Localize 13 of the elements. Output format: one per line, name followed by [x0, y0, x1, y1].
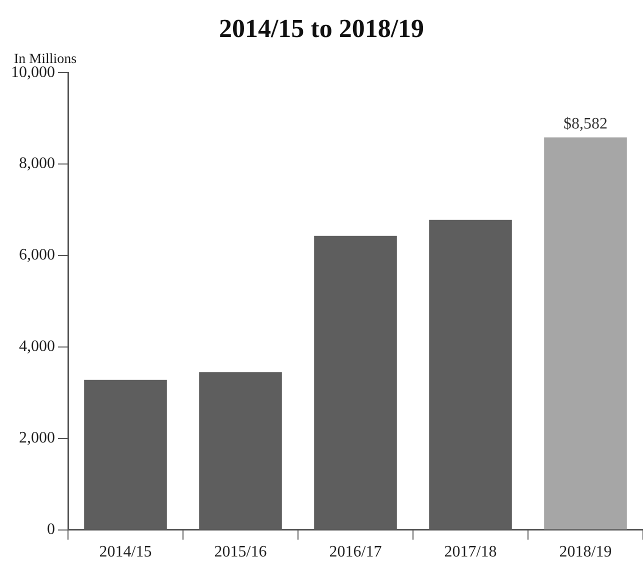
y-tick-label: 2,000 [19, 430, 55, 447]
y-tick-label: 6,000 [19, 246, 55, 264]
x-tick-label: 2016/17 [329, 544, 382, 561]
chart-title: 2014/15 to 2018/19 [218, 14, 426, 44]
bar [544, 137, 627, 530]
x-tick-label: 2018/19 [559, 544, 612, 561]
data-label: $8,582 [564, 116, 608, 133]
x-tick-label: 2014/15 [99, 544, 152, 561]
y-tick-label: 0 [47, 521, 55, 538]
y-tick-label: 4,000 [19, 338, 55, 356]
y-tick-label: 8,000 [19, 155, 55, 172]
x-tick-label: 2015/16 [214, 544, 267, 561]
x-tick-label: 2017/18 [444, 544, 497, 561]
